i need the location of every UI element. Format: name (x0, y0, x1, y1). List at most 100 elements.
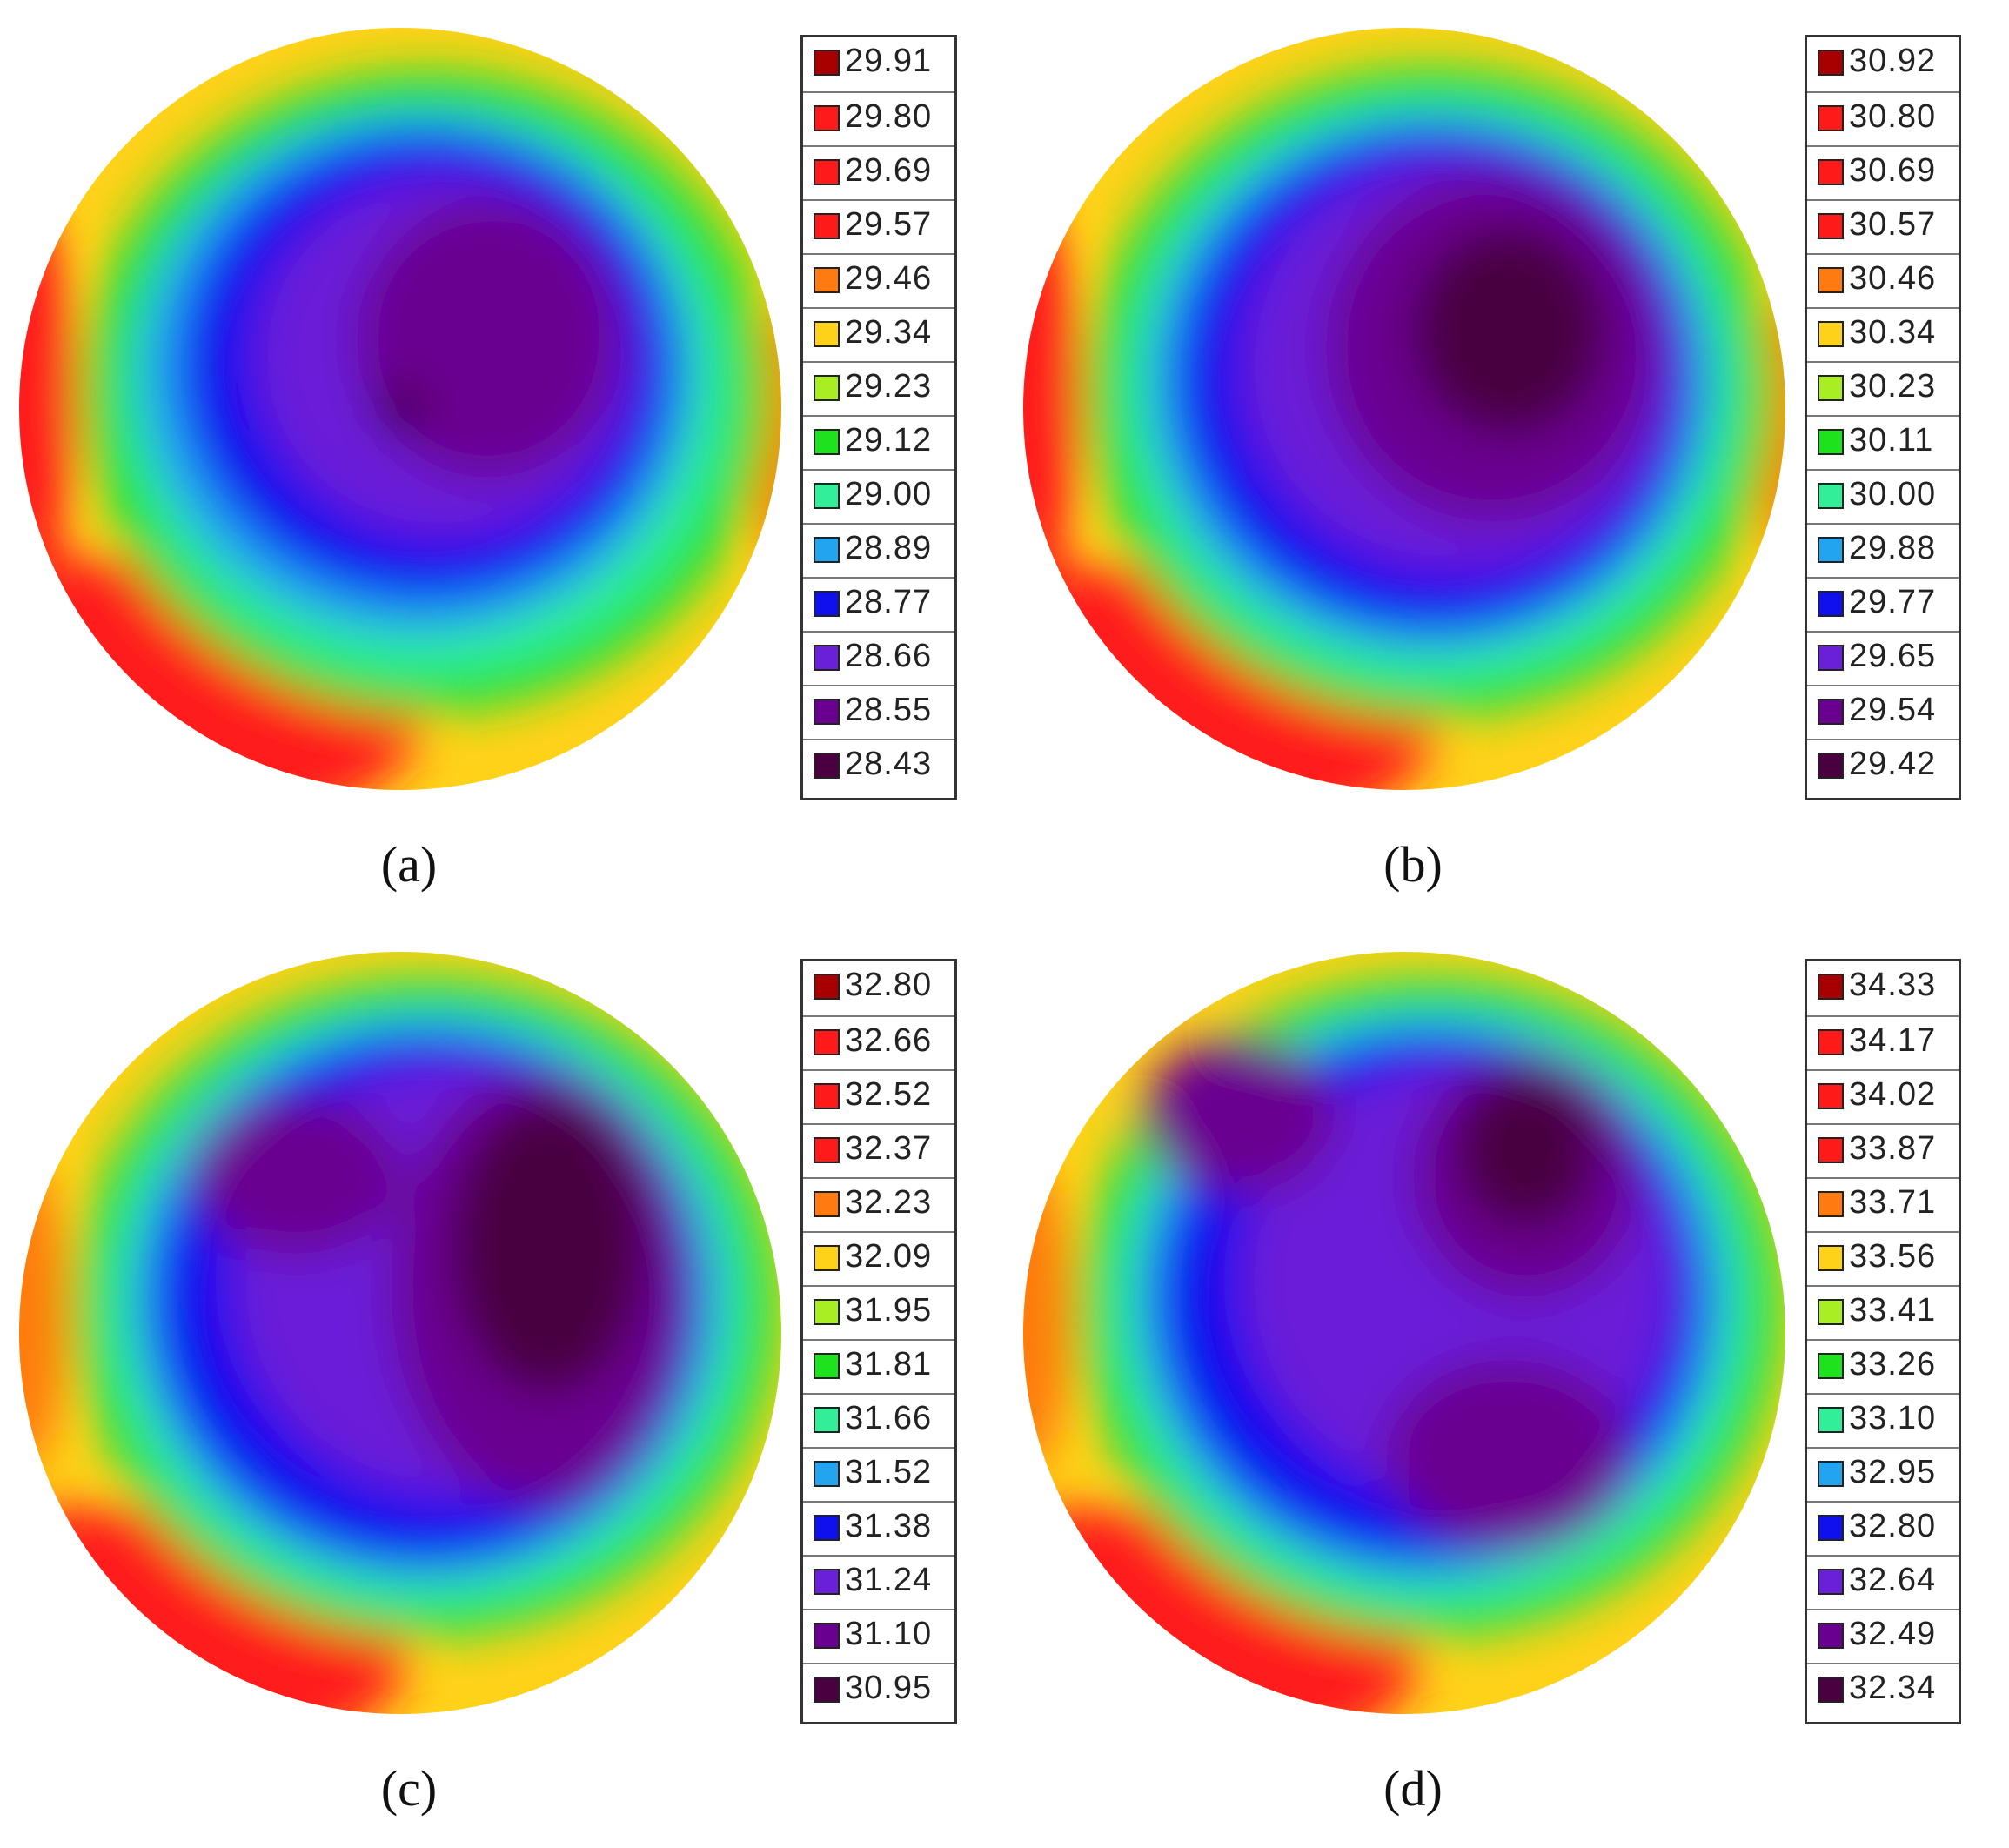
legend-item: 28.43 (803, 739, 954, 787)
legend-swatch (1818, 267, 1844, 293)
legend-label: 33.10 (1849, 1400, 1937, 1436)
legend-label: 33.56 (1849, 1238, 1937, 1275)
legend-label: 28.89 (845, 530, 933, 566)
legend-label: 34.33 (1849, 967, 1937, 1003)
legend-item: 29.12 (803, 415, 954, 464)
legend-item: 30.46 (1807, 253, 1959, 302)
legend-swatch (1818, 213, 1844, 239)
legend-label: 30.80 (1849, 98, 1937, 135)
legend-swatch (814, 645, 840, 671)
legend-item: 32.37 (803, 1123, 954, 1172)
legend-item: 29.42 (1807, 739, 1959, 787)
panel-caption: (a) (380, 836, 438, 893)
legend-label: 32.34 (1849, 1670, 1937, 1706)
legend-item: 29.88 (1807, 523, 1959, 572)
legend-label: 32.23 (845, 1184, 933, 1221)
legend-label: 28.43 (845, 746, 933, 782)
legend-label: 32.52 (845, 1076, 933, 1113)
legend-swatch (814, 1245, 840, 1271)
legend-label: 31.38 (845, 1508, 933, 1544)
legend-label: 32.80 (1849, 1508, 1937, 1544)
legend-swatch (814, 753, 840, 779)
legend-item: 30.11 (1807, 415, 1959, 464)
panel-a: 29.91 29.80 29.69 29.57 29.46 29.34 29.2… (0, 0, 1004, 924)
legend-label: 28.66 (845, 638, 933, 674)
legend-label: 32.80 (845, 967, 933, 1003)
legend-label: 29.54 (1849, 692, 1937, 728)
legend-item: 29.00 (803, 469, 954, 518)
legend-swatch (814, 1083, 840, 1109)
legend-swatch (1818, 159, 1844, 185)
legend-swatch (1818, 1299, 1844, 1325)
legend-label: 31.66 (845, 1400, 933, 1436)
legend-item: 34.02 (1807, 1069, 1959, 1118)
legend-swatch (1818, 974, 1844, 1000)
legend-swatch (814, 1407, 840, 1433)
legend-item: 34.33 (1807, 961, 1959, 1010)
legend-label: 29.65 (1849, 638, 1937, 674)
legend-label: 30.69 (1849, 152, 1937, 189)
legend-swatch (814, 105, 840, 131)
legend-label: 34.17 (1849, 1022, 1937, 1059)
legend-swatch (814, 50, 840, 76)
legend-label: 33.41 (1849, 1292, 1937, 1329)
legend-swatch (1818, 1569, 1844, 1595)
legend-item: 31.66 (803, 1393, 954, 1442)
legend-label: 30.00 (1849, 476, 1937, 512)
contour-map (1023, 28, 1785, 790)
legend-item: 30.57 (1807, 199, 1959, 248)
panel-d: 34.33 34.17 34.02 33.87 33.71 33.56 33.4… (1004, 924, 2008, 1848)
legend-item: 29.69 (803, 145, 954, 194)
legend-label: 29.91 (845, 43, 933, 79)
legend-item: 29.23 (803, 361, 954, 410)
panel-b: 30.92 30.80 30.69 30.57 30.46 30.34 30.2… (1004, 0, 2008, 924)
legend-label: 28.77 (845, 584, 933, 620)
legend-swatch (814, 1137, 840, 1163)
contour-map (19, 952, 781, 1714)
legend-label: 29.77 (1849, 584, 1937, 620)
legend-item: 30.34 (1807, 307, 1959, 356)
legend-swatch (1818, 645, 1844, 671)
legend-swatch (1818, 1677, 1844, 1703)
panel-caption: (d) (1383, 1760, 1443, 1817)
legend-label: 29.69 (845, 152, 933, 189)
legend-item: 30.92 (1807, 37, 1959, 86)
legend-swatch (1818, 591, 1844, 617)
legend-item: 29.77 (1807, 577, 1959, 626)
legend-swatch (1818, 699, 1844, 725)
legend-label: 30.34 (1849, 314, 1937, 351)
legend-item: 32.52 (803, 1069, 954, 1118)
color-legend: 30.92 30.80 30.69 30.57 30.46 30.34 30.2… (1805, 35, 1961, 800)
color-legend: 29.91 29.80 29.69 29.57 29.46 29.34 29.2… (800, 35, 957, 800)
legend-item: 31.52 (803, 1447, 954, 1496)
legend-item: 32.49 (1807, 1609, 1959, 1657)
legend-item: 28.66 (803, 631, 954, 680)
legend-swatch (814, 974, 840, 1000)
legend-swatch (1818, 1623, 1844, 1649)
legend-swatch (814, 1299, 840, 1325)
legend-item: 33.71 (1807, 1177, 1959, 1226)
legend-label: 32.37 (845, 1130, 933, 1167)
legend-swatch (1818, 429, 1844, 455)
legend-label: 33.71 (1849, 1184, 1937, 1221)
legend-item: 31.81 (803, 1339, 954, 1388)
legend-swatch (1818, 1461, 1844, 1487)
legend-item: 30.95 (803, 1663, 954, 1711)
legend-item: 32.66 (803, 1015, 954, 1064)
legend-label: 34.02 (1849, 1076, 1937, 1113)
legend-swatch (814, 321, 840, 347)
legend-swatch (814, 213, 840, 239)
legend-label: 32.09 (845, 1238, 933, 1275)
legend-item: 31.38 (803, 1501, 954, 1550)
legend-item: 28.89 (803, 523, 954, 572)
legend-item: 33.26 (1807, 1339, 1959, 1388)
legend-item: 31.95 (803, 1285, 954, 1334)
legend-label: 31.52 (845, 1454, 933, 1490)
legend-swatch (814, 159, 840, 185)
legend-swatch (814, 1623, 840, 1649)
legend-swatch (1818, 1245, 1844, 1271)
legend-swatch (1818, 1515, 1844, 1541)
legend-swatch (1818, 1191, 1844, 1217)
color-legend: 32.80 32.66 32.52 32.37 32.23 32.09 31.9… (800, 959, 957, 1724)
legend-swatch (1818, 753, 1844, 779)
